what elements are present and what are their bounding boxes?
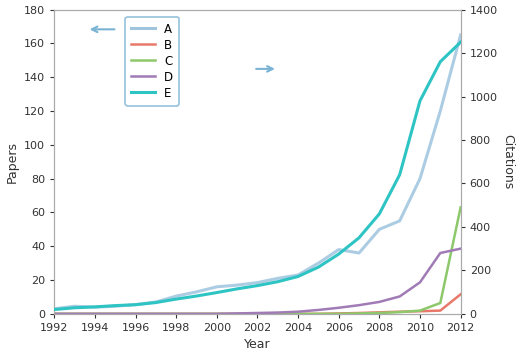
Y-axis label: Citations: Citations bbox=[501, 134, 514, 189]
Y-axis label: Papers: Papers bbox=[6, 141, 19, 183]
Legend: A, B, C, D, E: A, B, C, D, E bbox=[125, 17, 179, 106]
X-axis label: Year: Year bbox=[244, 338, 271, 351]
